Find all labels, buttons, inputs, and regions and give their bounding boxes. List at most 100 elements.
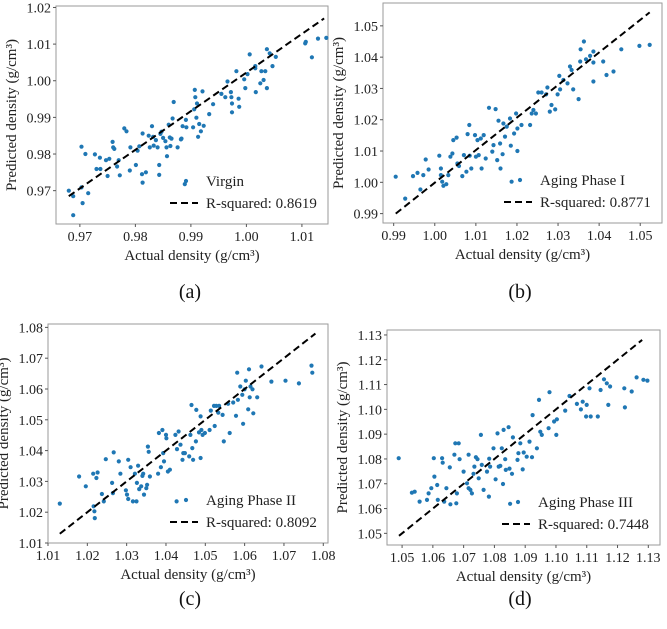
y-tick-label: 1.02: [19, 506, 44, 521]
data-point: [588, 53, 593, 59]
data-point: [515, 126, 520, 131]
data-point: [472, 464, 477, 469]
data-point: [167, 467, 172, 472]
data-point: [555, 92, 560, 97]
x-tick-label: 1.03: [546, 229, 571, 244]
data-point: [211, 102, 216, 107]
data-point: [461, 469, 466, 474]
data-point: [146, 133, 151, 138]
data-point: [545, 85, 550, 90]
x-tick-label: 1.01: [464, 229, 489, 244]
data-point: [509, 471, 515, 476]
data-point: [417, 499, 422, 504]
data-point: [598, 387, 603, 393]
data-point: [440, 460, 445, 465]
data-point: [229, 95, 234, 100]
data-point: [134, 480, 139, 485]
data-point: [139, 172, 145, 177]
data-point: [194, 115, 199, 120]
data-point: [303, 39, 308, 45]
data-point: [202, 430, 207, 436]
legend-scatter-label: Aging Phase III: [538, 495, 633, 511]
data-point: [511, 131, 517, 136]
data-point: [454, 135, 459, 140]
data-point: [259, 364, 264, 369]
data-point: [435, 497, 440, 502]
data-point: [498, 166, 503, 171]
data-point: [250, 387, 255, 392]
data-point: [547, 390, 552, 395]
data-point: [467, 122, 472, 128]
data-point: [622, 405, 628, 410]
data-point: [163, 139, 168, 144]
data-point: [133, 162, 138, 168]
data-point: [461, 153, 466, 158]
data-point: [503, 467, 508, 472]
legend-scatter-label: Aging Phase I: [540, 173, 625, 189]
y-tick-label: 1.08: [358, 453, 383, 468]
data-point: [528, 122, 533, 128]
x-tick-label: 1.04: [587, 229, 612, 244]
data-point: [309, 363, 314, 368]
data-point: [578, 59, 583, 64]
data-point: [529, 455, 535, 460]
data-point: [182, 451, 187, 456]
subplot-d: 1.05 1.06 1.07 1.08 1.09 1.10 1.11 1.12 1.13 1.05…: [335, 329, 661, 610]
data-point: [446, 173, 451, 178]
data-point: [191, 457, 196, 462]
data-point: [199, 427, 204, 433]
data-point: [105, 173, 110, 179]
data-point: [192, 87, 197, 92]
data-point: [235, 370, 240, 375]
data-point: [97, 155, 102, 160]
data-point: [464, 169, 469, 174]
data-point: [315, 36, 321, 41]
data-point: [110, 480, 115, 485]
data-point: [581, 39, 587, 44]
data-point: [447, 465, 452, 470]
data-point: [448, 154, 453, 159]
y-axis-label: Predicted density (g/cm³): [4, 39, 20, 191]
x-tick-label: 1.06: [232, 549, 257, 564]
x-tick-label: 1.08: [482, 551, 507, 566]
data-point: [174, 447, 180, 452]
data-point: [454, 491, 459, 496]
data-point: [510, 435, 515, 440]
y-tick-label: 1.06: [19, 383, 44, 398]
data-point: [151, 143, 156, 148]
data-point: [261, 77, 266, 83]
data-point: [647, 42, 652, 48]
data-point: [83, 151, 88, 157]
data-point: [452, 452, 457, 457]
data-point: [429, 486, 434, 491]
fit-line: [68, 17, 325, 197]
data-point: [124, 129, 129, 134]
data-point: [201, 123, 206, 128]
legend-scatter-label: Aging Phase II: [206, 493, 296, 509]
data-point: [466, 452, 471, 457]
data-point: [637, 43, 642, 49]
data-point: [112, 146, 117, 151]
legend-marker-scatter: [517, 177, 523, 183]
data-point: [601, 59, 606, 64]
data-point: [168, 143, 173, 149]
y-tick-label: 0.97: [27, 185, 52, 200]
data-point: [245, 72, 250, 77]
data-point: [169, 136, 174, 141]
data-point: [576, 97, 581, 102]
data-point: [431, 456, 436, 461]
y-axis-label: Predicted density (g/cm³): [331, 37, 347, 189]
data-point: [519, 122, 524, 128]
x-tick-label: 1.04: [154, 549, 179, 564]
data-point: [604, 381, 609, 386]
data-point: [179, 136, 184, 141]
x-axis-label: Actual density (g/cm³): [455, 247, 590, 263]
data-point: [498, 463, 503, 468]
data-point: [170, 116, 175, 121]
data-point: [207, 427, 212, 433]
plot-area: [386, 329, 661, 546]
y-tick-label: 1.13: [358, 329, 383, 344]
data-point: [107, 156, 112, 161]
data-point: [476, 476, 481, 481]
